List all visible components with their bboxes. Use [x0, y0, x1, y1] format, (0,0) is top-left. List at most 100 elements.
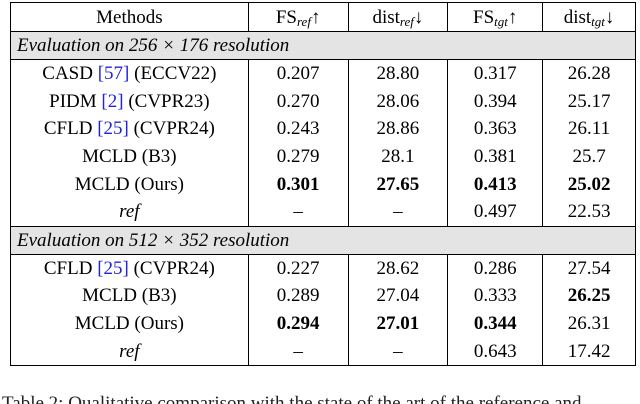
value-cell: 0.643 [447, 337, 544, 366]
value-cell: 0.301 [247, 170, 349, 198]
header-cell: Methods [10, 2, 249, 32]
method-cell: ref [10, 197, 249, 227]
value-cell: 28.80 [347, 59, 449, 88]
value-cell: – [347, 337, 449, 366]
value-cell: 22.53 [542, 197, 636, 227]
value-cell: 0.279 [247, 142, 349, 171]
venue: (CVPR23) [128, 90, 210, 112]
section-title: Evaluation on 256 × 176 resolution [10, 31, 636, 60]
value-cell: 28.62 [347, 254, 449, 283]
header-subscript: ref [296, 13, 311, 29]
value-cell: 27.01 [347, 309, 449, 338]
value-cell: 0.289 [247, 282, 349, 310]
value-cell: 26.11 [542, 115, 636, 143]
value-cell: 0.317 [447, 59, 544, 88]
header-text: dist [372, 6, 400, 28]
value-cell: 27.54 [542, 254, 636, 283]
header-text: FS [473, 6, 495, 28]
value-cell: 26.28 [542, 59, 636, 88]
citation: [25] [97, 257, 129, 279]
value-cell: – [347, 197, 449, 227]
method-cell: PIDM [2] (CVPR23) [10, 87, 249, 116]
value-cell: 28.06 [347, 87, 449, 116]
value-cell: 0.394 [447, 87, 544, 116]
header-subscript: ref [399, 13, 414, 29]
value-cell: 27.04 [347, 282, 449, 310]
results-table: Methods FSref↑ distref↓ FStgt↑ disttgt↓ Evalu… [10, 2, 636, 366]
value-cell: 0.333 [447, 282, 544, 310]
value-cell: – [247, 197, 349, 227]
header-text: FS [275, 6, 297, 28]
table-caption: Table 2: Qualitative comparison with the… [2, 393, 582, 404]
citation: [57] [97, 63, 130, 85]
value-cell: – [247, 337, 349, 366]
value-cell: 0.270 [247, 87, 349, 116]
venue: (ECCV22) [134, 63, 217, 85]
header-cell: FSref↑ [247, 2, 349, 32]
value-cell: 0.497 [447, 197, 544, 227]
section-row: Evaluation on 512 × 352 resolution [10, 225, 636, 255]
value-cell: 0.243 [247, 115, 349, 143]
data-row: CASD [57] (ECCV22) 0.207 28.80 0.317 26.28 [10, 59, 636, 88]
value-cell: 25.7 [542, 142, 636, 171]
value-cell: 0.363 [447, 115, 544, 143]
value-cell: 26.31 [542, 309, 636, 338]
value-cell: 0.344 [447, 309, 544, 338]
data-row: CFLD [25] (CVPR24) 0.227 28.62 0.286 27.54 [10, 254, 636, 283]
method-cell: MCLD (B3) [10, 282, 249, 310]
value-cell: 28.1 [347, 142, 449, 171]
method-cell: MCLD (Ours) [10, 170, 249, 198]
method-name: MCLD (Ours) [74, 173, 184, 195]
method-cell: CFLD [25] (CVPR24) [10, 254, 249, 283]
data-row: ref – –0.643 17.42 [10, 337, 636, 366]
venue: (CVPR24) [133, 118, 215, 140]
method-name: MCLD (Ours) [74, 313, 184, 335]
data-row: CFLD [25] (CVPR24) 0.243 28.86 0.363 26.11 [10, 115, 636, 143]
method-name: CFLD [43, 257, 93, 279]
value-cell: 28.86 [347, 115, 449, 143]
method-cell: CASD [57] (ECCV22) [10, 59, 249, 88]
value-cell: 0.227 [247, 254, 349, 283]
header-arrow: ↓ [413, 6, 424, 28]
data-row: MCLD (Ours) 0.294 27.01 0.344 26.31 [10, 309, 636, 338]
method-name: MCLD (B3) [82, 146, 177, 168]
method-cell: CFLD [25] (CVPR24) [10, 115, 249, 143]
method-cell: ref [10, 337, 249, 366]
venue: (CVPR24) [133, 257, 215, 279]
header-subscript: tgt [494, 13, 508, 29]
header-arrow: ↑ [310, 6, 321, 28]
header-cell: disttgt↓ [542, 2, 636, 32]
section-row: Evaluation on 256 × 176 resolution [10, 31, 636, 60]
header-subscript: tgt [591, 13, 605, 29]
value-cell: 0.207 [247, 59, 349, 88]
data-row: MCLD (Ours) 0.301 27.65 0.413 25.02 [10, 170, 636, 198]
method-name: MCLD (B3) [82, 285, 177, 307]
value-cell: 0.381 [447, 142, 544, 171]
header-cell: distref↓ [347, 2, 449, 32]
header-row: Methods FSref↑ distref↓ FStgt↑ disttgt↓ [10, 2, 636, 32]
header-text: dist [563, 6, 592, 28]
data-row: PIDM [2] (CVPR23) 0.270 28.06 0.394 25.17 [10, 87, 636, 116]
value-cell: 25.02 [542, 170, 636, 198]
value-cell: 27.65 [347, 170, 449, 198]
header-arrow: ↓ [604, 6, 615, 28]
header-cell: FStgt↑ [447, 2, 544, 32]
data-row: MCLD (B3) 0.289 27.04 0.333 26.25 [10, 282, 636, 310]
method-name: ref [119, 340, 140, 362]
value-cell: 26.25 [542, 282, 636, 310]
method-name: CFLD [43, 118, 93, 140]
header-text: Methods [96, 6, 163, 28]
method-cell: MCLD (B3) [10, 142, 249, 171]
citation: [2] [101, 90, 124, 112]
method-cell: MCLD (Ours) [10, 309, 249, 338]
data-row: MCLD (B3) 0.279 28.1 0.381 25.7 [10, 142, 636, 171]
value-cell: 17.42 [542, 337, 636, 366]
value-cell: 0.413 [447, 170, 544, 198]
method-name: ref [119, 201, 140, 223]
method-name: CASD [42, 63, 93, 85]
data-row: ref – –0.497 22.53 [10, 197, 636, 227]
value-cell: 25.17 [542, 87, 636, 116]
method-name: PIDM [49, 90, 97, 112]
value-cell: 0.294 [247, 309, 349, 338]
